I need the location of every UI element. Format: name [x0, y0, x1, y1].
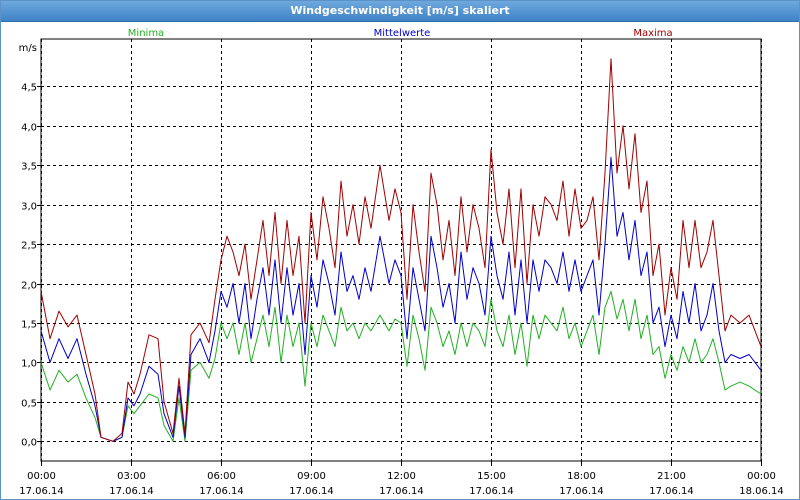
x-tick-label-date: 18.06.14 [739, 486, 784, 497]
x-tick-label-time: 15:00 [477, 471, 506, 482]
x-tick-label-time: 06:00 [207, 471, 236, 482]
x-tick-label-time: 00:00 [27, 471, 56, 482]
y-tick-label: 1,0 [21, 359, 37, 370]
y-tick-label: 3,5 [21, 162, 37, 173]
y-tick-label: 3,0 [21, 202, 37, 213]
series-line-maxima [40, 58, 762, 442]
x-tick-label-date: 17.06.14 [559, 486, 604, 497]
x-tick-label-time: 00:00 [747, 471, 776, 482]
x-tick-label-date: 17.06.14 [469, 486, 514, 497]
x-tick-label-date: 17.06.14 [199, 486, 244, 497]
x-tick-label-date: 17.06.14 [19, 486, 64, 497]
x-tick-label-date: 17.06.14 [649, 486, 694, 497]
legend-entry-mittelwerte: Mittelwerte [374, 28, 431, 39]
y-tick-label: 2,0 [21, 281, 37, 292]
x-tick-label-time: 12:00 [387, 471, 416, 482]
x-tick-label-time: 03:00 [117, 471, 146, 482]
window-title: Windgeschwindigkeit [m/s] skaliert [290, 4, 510, 17]
y-tick-label: 1,5 [21, 320, 37, 331]
wind-speed-chart: 0,0 0,5 1,0 1,5 2,0 2,5 3,0 3,5 4,0 4,5 m/s 00:00 17… [19, 28, 784, 497]
x-tick-label-time: 21:00 [657, 471, 686, 482]
series-line-minima [40, 290, 762, 442]
y-tick-label: 2,5 [21, 241, 37, 252]
legend-entry-minima: Minima [128, 28, 164, 39]
y-tick-label: 0,5 [21, 399, 37, 410]
y-axis-unit: m/s [19, 43, 37, 54]
legend-entry-maxima: Maxima [633, 28, 672, 39]
x-tick-label-date: 17.06.14 [379, 486, 424, 497]
x-tick-label-date: 17.06.14 [289, 486, 334, 497]
x-tick-label-date: 17.06.14 [109, 486, 154, 497]
x-tick-label-time: 18:00 [567, 471, 596, 482]
x-tick-label-time: 09:00 [297, 471, 326, 482]
y-tick-label: 4,0 [21, 123, 37, 134]
series-line-mittelwerte [40, 156, 762, 442]
y-tick-label: 0,0 [21, 438, 37, 449]
title-bar: Windgeschwindigkeit [m/s] skaliert [1, 1, 799, 22]
y-tick-label: 4,5 [21, 83, 37, 94]
